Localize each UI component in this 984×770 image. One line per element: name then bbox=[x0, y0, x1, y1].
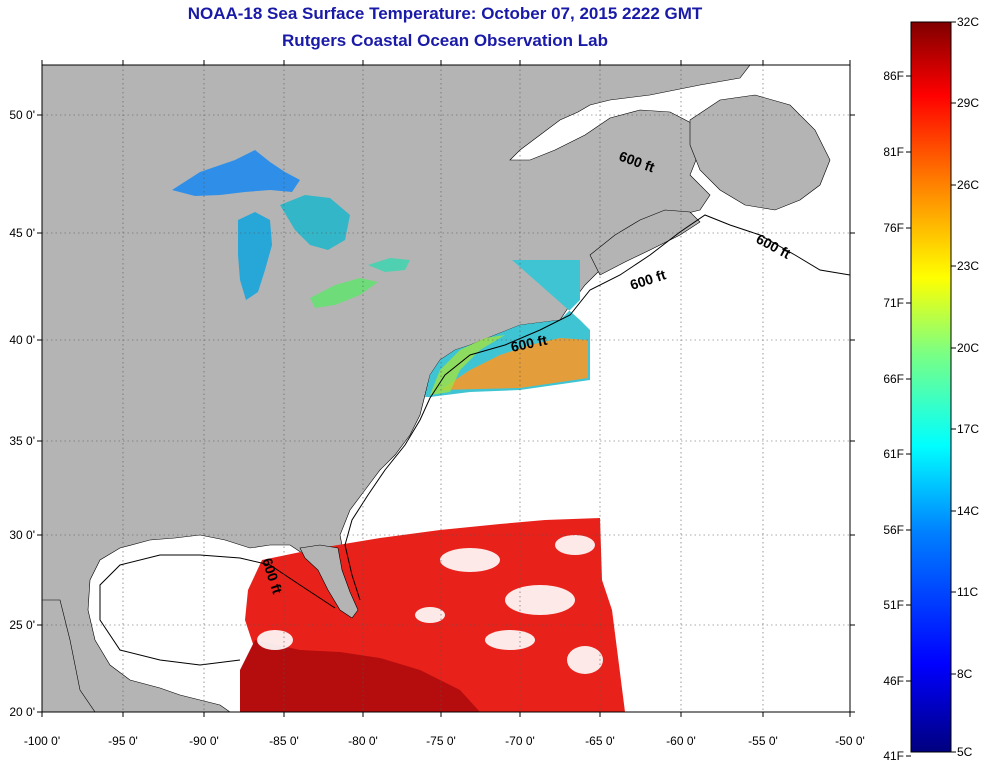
land-yucatan bbox=[42, 599, 96, 712]
cb-label-celsius: 8C bbox=[957, 667, 973, 681]
sst-gulf-stream-warm bbox=[440, 338, 588, 390]
lon-label: -85 0' bbox=[269, 734, 299, 748]
lon-label: -65 0' bbox=[585, 734, 615, 748]
lat-label: 40 0' bbox=[9, 333, 35, 347]
cb-label-fahrenheit: 56F bbox=[883, 523, 904, 537]
sst-lake-erie bbox=[310, 278, 378, 308]
lat-label: 45 0' bbox=[9, 226, 35, 240]
cb-label-fahrenheit: 86F bbox=[883, 69, 904, 83]
lon-label: -60 0' bbox=[666, 734, 696, 748]
contour-600ft bbox=[99, 214, 850, 666]
lon-label: -90 0' bbox=[189, 734, 219, 748]
map-title: NOAA-18 Sea Surface Temperature: October… bbox=[187, 4, 703, 23]
lat-label: 30 0' bbox=[9, 528, 35, 542]
lat-label: 20 0' bbox=[9, 705, 35, 719]
lat-label: 50 0' bbox=[9, 108, 35, 122]
land-nova-scotia bbox=[589, 209, 701, 276]
lon-label: -95 0' bbox=[108, 734, 138, 748]
cloud-mask bbox=[257, 535, 603, 674]
lon-label: -70 0' bbox=[505, 734, 535, 748]
latitude-axis: 50 0' 45 0' 40 0' 35 0' 30 0' 25 0' 20 0' bbox=[9, 108, 855, 719]
sst-lake-huron bbox=[280, 195, 350, 250]
lon-label: -100 0' bbox=[24, 734, 60, 748]
sst-lake-superior bbox=[172, 150, 300, 196]
lon-label: -80 0' bbox=[348, 734, 378, 748]
cb-label-fahrenheit: 41F bbox=[883, 749, 904, 763]
cb-label-celsius: 29C bbox=[957, 96, 979, 110]
land-florida bbox=[299, 544, 359, 619]
cb-label-celsius: 26C bbox=[957, 178, 979, 192]
cb-label-celsius: 17C bbox=[957, 422, 979, 436]
cb-label-fahrenheit: 71F bbox=[883, 296, 904, 310]
lon-label: -75 0' bbox=[426, 734, 456, 748]
cb-label-celsius: 20C bbox=[957, 341, 979, 355]
contour-label-4: 600 ft bbox=[509, 332, 548, 355]
longitude-axis: -100 0' -95 0' -90 0' -85 0' -80 0' -75 0' -70… bbox=[24, 60, 865, 748]
cb-label-fahrenheit: 81F bbox=[883, 145, 904, 159]
lat-label: 25 0' bbox=[9, 618, 35, 632]
sst-lake-ontario bbox=[368, 258, 410, 272]
cb-label-celsius: 5C bbox=[957, 745, 973, 759]
cb-label-fahrenheit: 51F bbox=[883, 598, 904, 612]
land-newfoundland bbox=[689, 94, 831, 211]
cb-label-celsius: 11C bbox=[957, 585, 978, 599]
cb-label-fahrenheit: 61F bbox=[883, 447, 904, 461]
colorbar bbox=[910, 21, 952, 753]
sst-shelf-green bbox=[430, 335, 505, 395]
cb-label-fahrenheit: 66F bbox=[883, 372, 904, 386]
sst-lake-michigan bbox=[238, 212, 272, 300]
cb-label-celsius: 14C bbox=[957, 504, 979, 518]
sst-caribbean-dark bbox=[240, 640, 480, 712]
map-frame bbox=[41, 64, 851, 713]
cb-label-celsius: 32C bbox=[957, 15, 979, 29]
map-subtitle: Rutgers Coastal Ocean Observation Lab bbox=[282, 31, 608, 50]
lat-label: 35 0' bbox=[9, 434, 35, 448]
lon-label: -50 0' bbox=[835, 734, 865, 748]
cb-label-fahrenheit: 46F bbox=[883, 674, 904, 688]
colorbar-labels: 32C 29C 26C 23C 20C 17C 14C 11C 8C 5C 86F 81F 76F 71F… bbox=[883, 15, 979, 763]
cb-label-celsius: 23C bbox=[957, 259, 979, 273]
lon-label: -55 0' bbox=[748, 734, 778, 748]
cb-label-fahrenheit: 76F bbox=[883, 221, 904, 235]
